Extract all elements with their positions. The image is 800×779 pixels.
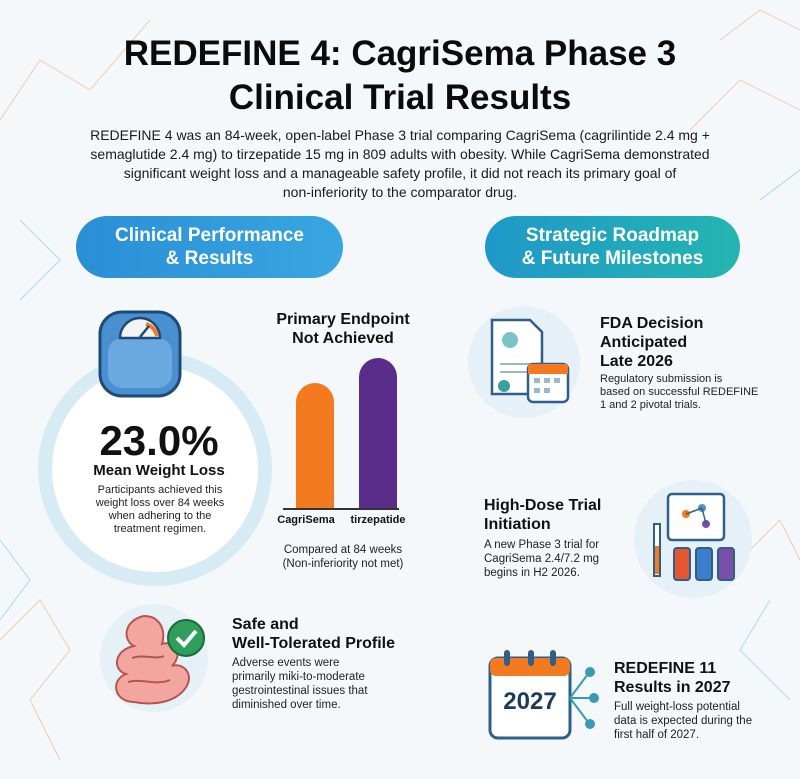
fda-title-line: FDA Decision — [600, 315, 704, 332]
fda-title-line: Anticipated — [600, 334, 688, 351]
safety-title-line: Well-Tolerated Profile — [232, 635, 395, 652]
weight-loss-description: Participants achieved this weight loss o… — [60, 484, 260, 536]
page-title: REDEFINE 4: CagriSema Phase 3 Clinical T… — [0, 32, 800, 120]
desc-line: based on successful REDEFINE — [600, 386, 759, 398]
intro-line: semaglutide 2.4 mg) to tirzepatide 15 mg… — [90, 146, 710, 162]
desc-line: Participants achieved this — [97, 484, 223, 496]
desc-line: treatment regimen. — [113, 523, 207, 535]
calendar-2027-icon — [488, 650, 599, 740]
desc-line: gestrointestinal issues that — [232, 685, 368, 697]
high-dose-title-line: Initiation — [484, 516, 551, 533]
document-calendar-icon — [490, 318, 570, 404]
pill-text: & Future Milestones — [521, 248, 704, 269]
fda-title-line: Late 2026 — [600, 353, 673, 370]
bar-tirzepatide — [359, 358, 397, 508]
clinical-performance-header: Clinical Performance & Results — [76, 216, 343, 278]
intro-line: non-inferiority to the comparator drug. — [282, 184, 518, 200]
endpoint-title-line: Not Achieved — [292, 330, 394, 347]
high-dose-title: High-Dose Trial Initiation — [484, 496, 634, 534]
desc-line: A new Phase 3 trial for — [484, 539, 600, 551]
desc-line: begins in H2 2026. — [484, 567, 580, 579]
high-dose-description: A new Phase 3 trial for CagriSema 2.4/7.… — [484, 538, 634, 580]
intro-line: REDEFINE 4 was an 84-week, open-label Ph… — [90, 127, 710, 143]
note-line: (Non-inferiority not met) — [282, 558, 404, 570]
weight-loss-label: Mean Weight Loss — [93, 462, 225, 479]
desc-line: primarily miki-to-moderate — [232, 671, 365, 683]
weight-loss-value: 23.0% — [99, 417, 219, 464]
strategic-roadmap-header: Strategic Roadmap & Future Milestones — [485, 216, 740, 278]
desc-line: weight loss over 84 weeks — [95, 497, 225, 509]
desc-line: diminished over time. — [232, 699, 341, 711]
fda-description: Regulatory submission is based on succes… — [600, 373, 780, 412]
desc-line: CagriSema 2.4/7.2 mg — [484, 553, 600, 565]
desc-line: Regulatory submission is — [600, 373, 723, 385]
chart-baseline — [283, 508, 399, 510]
pill-text: Clinical Performance — [114, 225, 305, 246]
desc-line: Adverse events were — [232, 657, 340, 669]
desc-line: 1 and 2 pivotal trials. — [600, 399, 701, 411]
redefine11-description: Full weight-loss potential data is expec… — [614, 700, 784, 742]
desc-line: data is expected during the — [614, 715, 753, 727]
redefine11-title-line: Results in 2027 — [614, 679, 731, 696]
endpoint-title-line: Primary Endpoint — [276, 311, 410, 328]
calendar-year: 2027 — [503, 688, 557, 715]
safety-title-line: Safe and — [232, 616, 299, 633]
endpoint-title: Primary Endpoint Not Achieved — [262, 310, 424, 348]
vials-syringe-icon — [653, 492, 735, 581]
scale-icon — [98, 310, 182, 398]
intro-paragraph: REDEFINE 4 was an 84-week, open-label Ph… — [70, 126, 730, 202]
note-line: Compared at 84 weeks — [283, 544, 403, 556]
high-dose-title-line: High-Dose Trial — [484, 497, 602, 514]
endpoint-note: Compared at 84 weeks (Non-inferiority no… — [268, 543, 418, 571]
fda-title: FDA Decision Anticipated Late 2026 — [600, 314, 780, 371]
intro-line: significant weight loss and a manageable… — [123, 165, 677, 181]
intestine-icon — [115, 614, 205, 705]
bar-cagrisema — [296, 383, 334, 508]
redefine11-title-line: REDEFINE 11 — [614, 660, 717, 677]
title-line-2: Clinical Trial Results — [228, 78, 572, 117]
redefine11-title: REDEFINE 11 Results in 2027 — [614, 659, 784, 697]
safety-description: Adverse events were primarily miki-to-mo… — [232, 656, 432, 712]
pill-text: & Results — [165, 248, 254, 269]
title-line-1: REDEFINE 4: CagriSema Phase 3 — [123, 34, 677, 73]
category-label-cagrisema: CagriSema — [277, 514, 335, 526]
desc-line: Full weight-loss potential — [614, 701, 740, 713]
safety-title: Safe and Well-Tolerated Profile — [232, 615, 432, 653]
desc-line: when adhering to the — [108, 510, 212, 522]
pill-text: Strategic Roadmap — [525, 225, 700, 246]
category-label-tirzepatide: tirzepatide — [350, 514, 406, 526]
desc-line: first half of 2027. — [614, 729, 700, 741]
